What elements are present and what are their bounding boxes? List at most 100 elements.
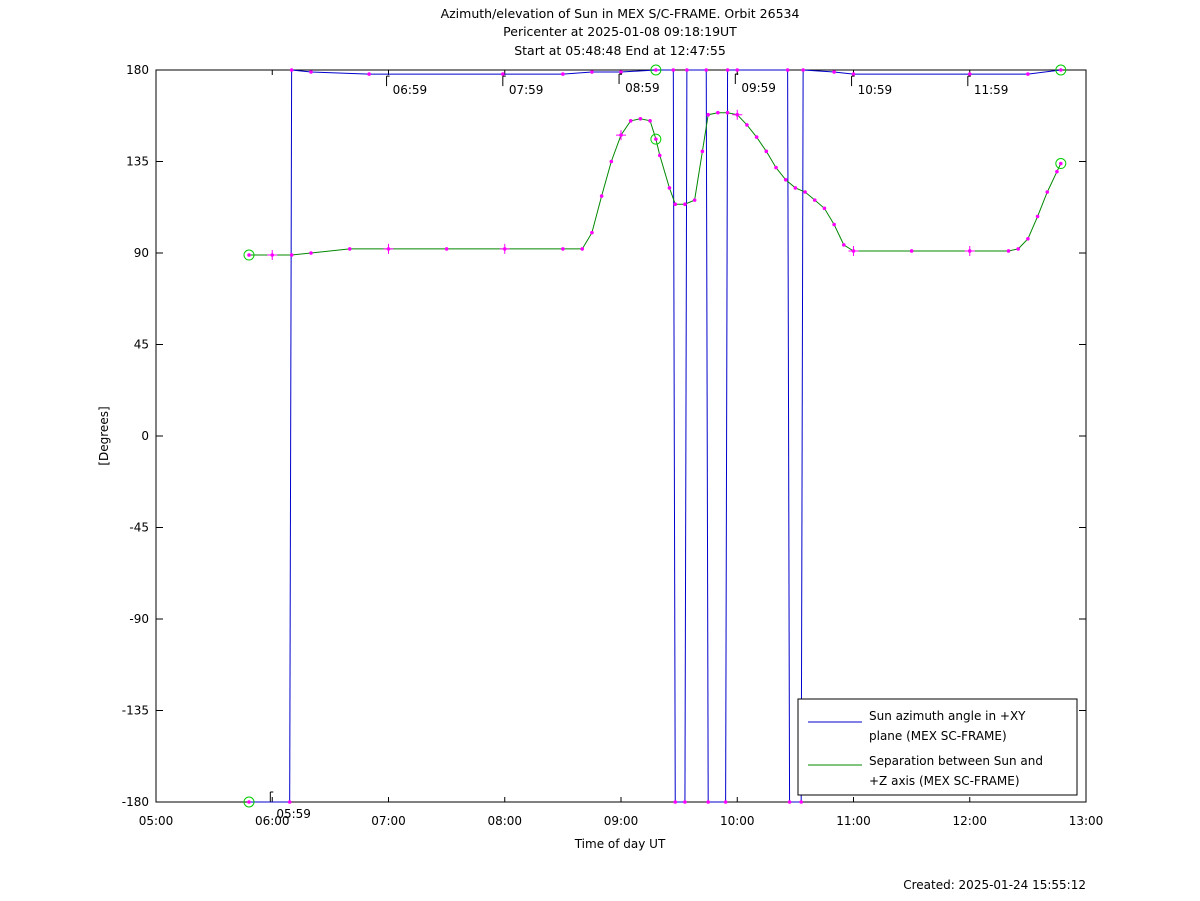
azimuth-point-1-5 (590, 70, 594, 74)
separation-point-23 (700, 149, 705, 154)
time-label-5: 10:59 (858, 83, 893, 97)
azimuth-point-5-0 (725, 68, 730, 72)
separation-point-3 (309, 251, 313, 255)
chart-title: Azimuth/elevation of Sun in MEX S/C-FRAM… (441, 6, 800, 58)
azimuth-point-0-0 (247, 800, 251, 804)
separation-point-28 (745, 123, 749, 127)
time-label-0: 05:59 (276, 807, 311, 821)
azimuth-point-1-7 (654, 68, 658, 72)
azimuth-wrap-6 (800, 69, 804, 803)
x-tick-label-1: 06:00 (255, 814, 290, 828)
azimuth-wrap-5 (787, 69, 791, 803)
separation-point-22 (692, 198, 697, 202)
azimuth-point-7-5 (1059, 68, 1063, 72)
y-tick-label-6: -90 (129, 612, 149, 626)
azimuth-wrap-3 (705, 69, 709, 803)
azimuth-point-3-0 (685, 68, 689, 72)
legend-label-separation-2: +Z axis (MEX SC-FRAME) (869, 774, 1020, 788)
separation-point-15 (638, 117, 643, 121)
title-line-1: Azimuth/elevation of Sun in MEX S/C-FRAM… (441, 6, 800, 21)
event-circle-3 (650, 133, 662, 145)
separation-point-4 (347, 247, 352, 251)
azimuth-point-5-1 (735, 68, 740, 72)
azimuth-point-5-2 (785, 68, 790, 72)
hour-cross-3 (616, 130, 626, 141)
legend-label-separation-1: Separation between Sun and (869, 754, 1043, 768)
y-tick-label-3: 45 (134, 338, 149, 352)
separation-point-37 (832, 222, 836, 227)
azimuth-wrap-1 (672, 69, 676, 803)
time-label-4: 09:59 (741, 81, 776, 95)
separation-point-11 (599, 194, 604, 198)
y-tick-label-7: -135 (122, 704, 149, 718)
y-tick-label-8: -180 (122, 795, 149, 809)
y-tick-label-0: 180 (126, 63, 149, 77)
azimuth-point-4-0 (706, 800, 710, 804)
event-circle-1 (243, 796, 255, 808)
time-label-tick-6 (967, 75, 971, 87)
legend-label-azimuth-1: Sun azimuth angle in +XY (869, 709, 1026, 723)
separation-point-40 (909, 249, 914, 253)
azimuth-point-1-6 (619, 70, 623, 74)
azimuth-point-7-0 (801, 68, 805, 72)
azimuth-point-7-2 (851, 72, 856, 76)
x-tick-label-0: 05:00 (139, 814, 174, 828)
hour-cross-0 (267, 250, 278, 261)
separation-point-32 (783, 178, 788, 182)
marker-layer (243, 64, 1067, 808)
hour-cross-1 (383, 243, 394, 254)
time-label-tick-0 (269, 791, 274, 802)
separation-point-29 (754, 135, 759, 139)
separation-point-35 (812, 198, 817, 202)
time-label-2: 07:59 (509, 83, 544, 97)
x-tick-label-5: 10:00 (720, 814, 755, 828)
x-tick-label-8: 13:00 (1069, 814, 1104, 828)
separation-point-45 (1035, 214, 1040, 219)
event-circle-0 (243, 249, 255, 261)
azimuth-point-7-3 (967, 72, 972, 76)
azimuth-point-6-1 (799, 800, 803, 804)
azimuth-wrap-2 (684, 69, 688, 803)
separation-point-6 (444, 247, 449, 251)
time-label-1: 06:59 (393, 83, 428, 97)
y-tick-label-1: 135 (126, 155, 149, 169)
legend: Sun azimuth angle in +XY plane (MEX SC-F… (797, 698, 1078, 796)
time-label-3: 08:59 (625, 81, 660, 95)
azimuth-point-1-2 (367, 72, 371, 76)
azimuth-point-1-1 (309, 70, 313, 74)
separation-point-16 (648, 119, 652, 123)
created-timestamp: Created: 2025-01-24 15:55:12 (903, 878, 1086, 892)
separation-point-36 (822, 206, 827, 211)
time-label-tick-2 (502, 75, 506, 87)
azimuth-point-7-4 (1026, 72, 1030, 76)
azimuth-point-0-1 (287, 800, 292, 804)
separation-point-46 (1045, 190, 1050, 194)
x-tick-label-4: 09:00 (604, 814, 639, 828)
separation-point-12 (609, 159, 614, 164)
x-axis-label: Time of day UT (574, 837, 666, 851)
separation-point-42 (1006, 249, 1011, 253)
y-tick-label-4: 0 (141, 429, 149, 443)
separation-point-44 (1026, 236, 1030, 241)
separation-point-14 (628, 119, 633, 123)
separation-point-26 (725, 110, 730, 115)
azimuth-wrap-0 (289, 69, 293, 803)
time-label-layer: 05:59 06:59 07:59 08:59 09:59 10:59 11:59 (269, 73, 1008, 821)
separation-point-30 (764, 149, 769, 154)
separation-point-17 (654, 137, 658, 141)
separation-point-38 (842, 243, 846, 247)
y-axis-label: [Degrees] (97, 406, 111, 465)
x-tick-label-7: 12:00 (952, 814, 987, 828)
event-circle-4 (1055, 64, 1067, 76)
separation-point-47 (1055, 169, 1059, 174)
plot-frame (155, 69, 1087, 803)
y-tick-label-5: -45 (129, 521, 149, 535)
separation-point-24 (706, 112, 710, 117)
x-tick-label-3: 08:00 (487, 814, 522, 828)
separation-point-18 (657, 153, 662, 158)
azimuth-segment-7 (803, 69, 1061, 75)
event-circle-2 (650, 64, 662, 76)
separation-point-48 (1059, 161, 1063, 166)
separation-point-31 (774, 165, 778, 170)
